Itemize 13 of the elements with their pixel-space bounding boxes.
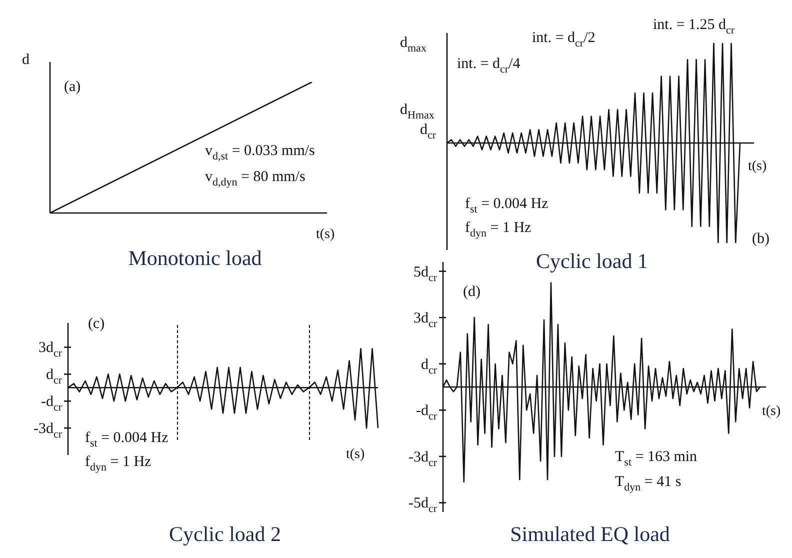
text: (b) [752, 231, 770, 247]
x-axis-title: t(s) [748, 159, 767, 174]
annotation: (c) [88, 316, 105, 332]
x-axis-title: t(s) [762, 404, 781, 419]
x-axis-title: t(s) [346, 447, 365, 462]
text: Monotonic load [128, 246, 262, 271]
text: Simulated EQ load [510, 522, 670, 547]
text: Cyclic load 2 [169, 522, 281, 547]
text: Cyclic load 1 [536, 249, 648, 274]
annotation: (d) [463, 284, 480, 300]
annotation: (a) [64, 79, 81, 95]
y-axis-title: d [22, 52, 30, 68]
x-axis-title: t(s) [316, 227, 335, 242]
